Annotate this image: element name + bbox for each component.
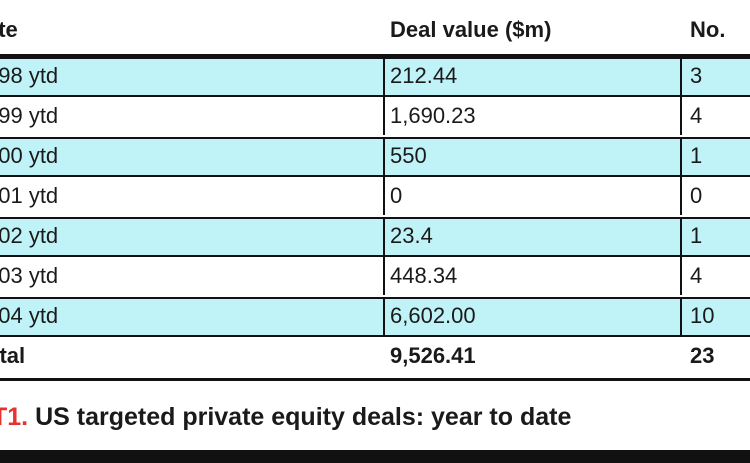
row-count: 10: [690, 303, 715, 328]
bottom-rule: [0, 450, 750, 463]
header-rule: [0, 54, 750, 57]
row-rule: [0, 95, 750, 97]
row-date: 003 ytd: [0, 263, 59, 288]
column-rule: [383, 137, 385, 175]
row-deal-value: 6,602.00: [390, 303, 476, 328]
column-rule: [680, 57, 682, 95]
row-rule: [0, 175, 750, 177]
row-date: 000 ytd: [0, 143, 59, 168]
header-date: ate: [0, 17, 18, 42]
row-count: 1: [690, 223, 703, 248]
column-rule: [680, 97, 682, 135]
column-rule: [383, 177, 385, 215]
column-rule: [680, 217, 682, 255]
column-rule: [383, 57, 385, 95]
column-rule: [383, 97, 385, 135]
caption-text: US targeted private equity deals: year t…: [35, 403, 572, 431]
row-date: 002 ytd: [0, 223, 59, 248]
table-row: 999 ytd 1,690.23 4: [0, 97, 750, 135]
column-rule: [680, 257, 682, 295]
row-date: 004 ytd: [0, 303, 59, 328]
row-rule: [0, 137, 750, 139]
row-count: 3: [690, 63, 703, 88]
table-row: 000 ytd 550 1: [0, 137, 750, 177]
row-rule: [0, 57, 750, 59]
row-rule: [0, 255, 750, 257]
header-deal-value: Deal value ($m): [390, 17, 552, 42]
total-label: otal: [0, 343, 26, 368]
caption-number: T1.: [0, 403, 29, 431]
table-row: 003 ytd 448.34 4: [0, 257, 750, 295]
column-rule: [383, 297, 385, 335]
row-date: 999 ytd: [0, 103, 59, 128]
table-row: 004 ytd 6,602.00 10: [0, 297, 750, 337]
total-count: 23: [690, 343, 715, 368]
row-count: 0: [690, 183, 703, 208]
table-caption: T1. US targeted private equity deals: ye…: [0, 394, 750, 440]
row-count: 4: [690, 263, 703, 288]
table-total-row: otal 9,526.41 23: [0, 337, 750, 375]
row-deal-value: 23.4: [390, 223, 433, 248]
column-rule: [680, 297, 682, 335]
table-row: 002 ytd 23.4 1: [0, 217, 750, 257]
column-rule: [383, 217, 385, 255]
row-deal-value: 212.44: [390, 63, 458, 88]
column-rule: [383, 257, 385, 295]
row-rule: [0, 297, 750, 299]
total-value: 9,526.41: [390, 343, 476, 368]
column-rule: [680, 137, 682, 175]
row-deal-value: 1,690.23: [390, 103, 476, 128]
row-deal-value: 448.34: [390, 263, 458, 288]
row-deal-value: 0: [390, 183, 403, 208]
row-deal-value: 550: [390, 143, 427, 168]
row-date: 998 ytd: [0, 63, 59, 88]
table-header-row: ate Deal value ($m) No.: [0, 8, 750, 52]
row-date: 001 ytd: [0, 183, 59, 208]
row-rule: [0, 335, 750, 337]
row-count: 4: [690, 103, 703, 128]
row-rule: [0, 217, 750, 219]
table-row: 001 ytd 0 0: [0, 177, 750, 215]
column-rule: [680, 177, 682, 215]
table-row: 998 ytd 212.44 3: [0, 57, 750, 97]
total-bottom-rule: [0, 378, 750, 381]
header-count: No.: [690, 17, 726, 42]
row-count: 1: [690, 143, 703, 168]
